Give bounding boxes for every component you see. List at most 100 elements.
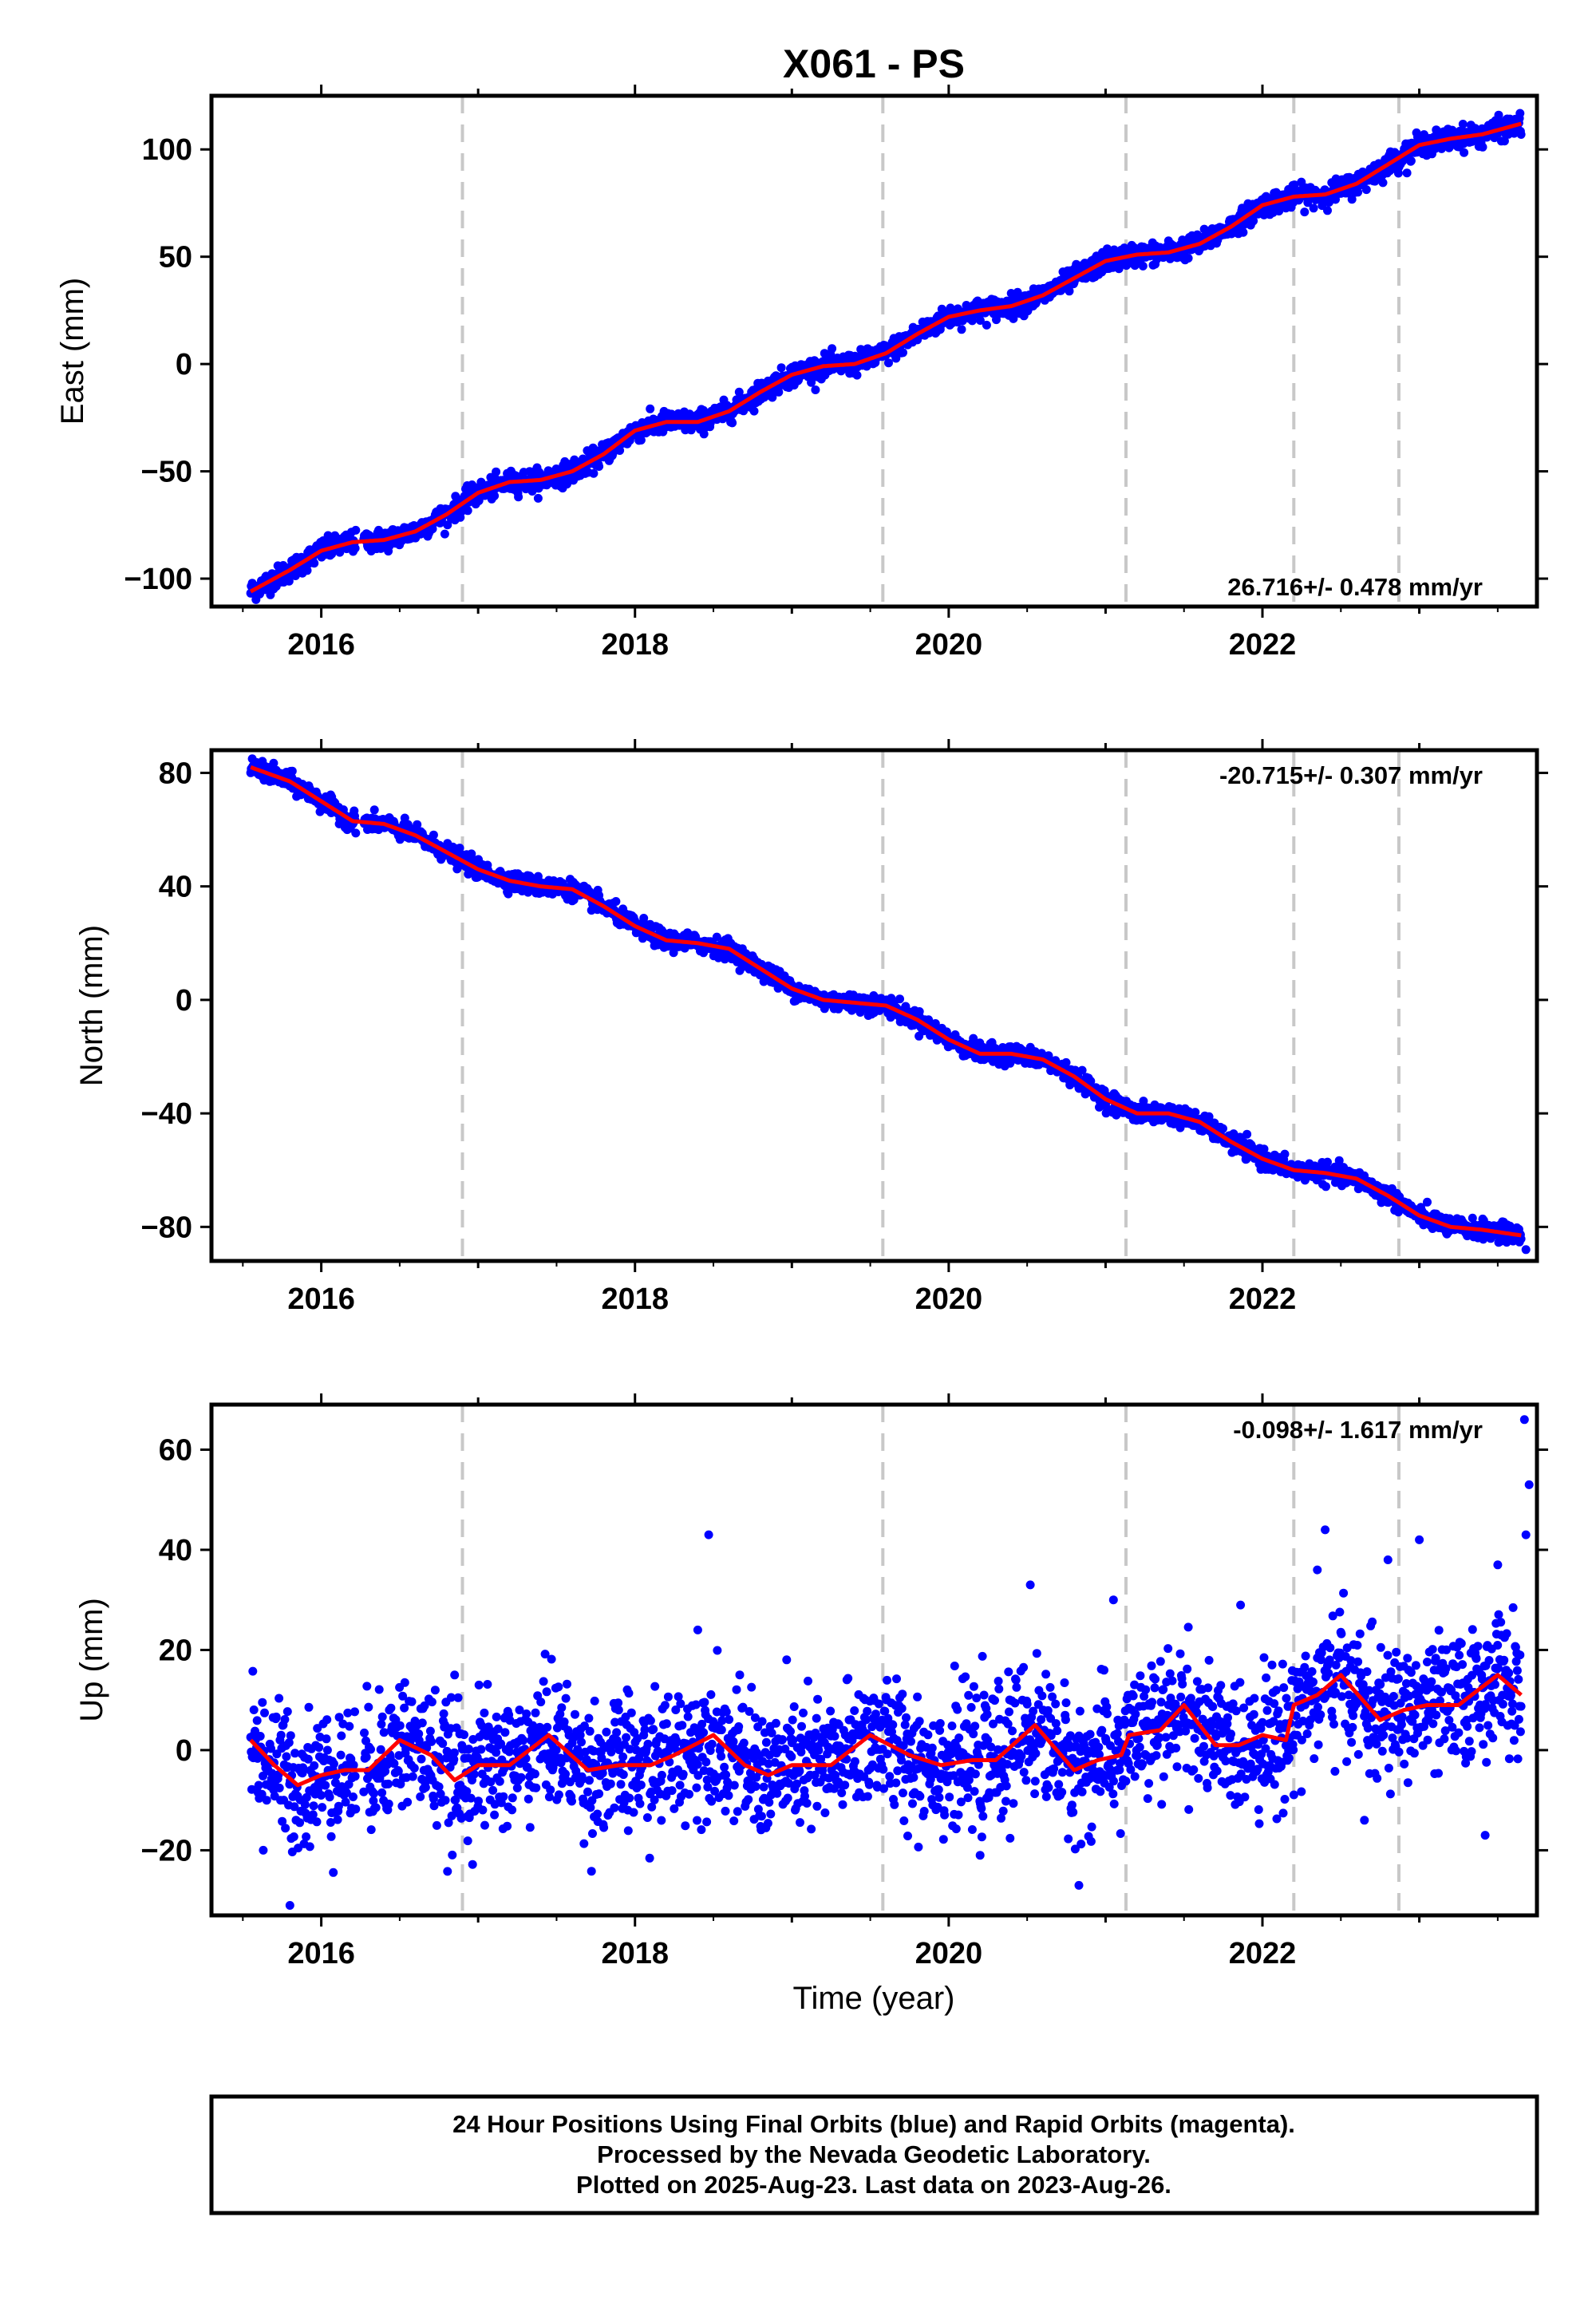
up-data-point	[286, 1731, 295, 1741]
east-data-point	[982, 320, 991, 330]
up-data-point	[254, 1780, 263, 1790]
east-data-point	[1249, 216, 1258, 226]
east-data-point	[975, 316, 985, 325]
east-data-point	[1065, 287, 1074, 296]
east-data-point	[1460, 148, 1469, 157]
north-data-point	[1521, 1245, 1531, 1255]
north-rate-label: -20.715+/- 0.307 mm/yr	[1219, 761, 1483, 789]
north-data-point	[895, 994, 904, 1004]
up-data-point	[258, 1697, 267, 1707]
up-data-point	[249, 1705, 259, 1714]
east-data-point	[774, 387, 784, 397]
north-data-point	[287, 766, 297, 776]
up-data-point	[262, 1796, 271, 1805]
up-data-point	[255, 1732, 265, 1741]
up-data-point	[275, 1694, 284, 1703]
east-data-point	[1353, 188, 1363, 197]
east-y-tick-label: −100	[124, 563, 192, 596]
east-x-tick-label: 2018	[601, 628, 669, 662]
up-data-point	[271, 1712, 281, 1721]
north-y-tick-label: −40	[141, 1097, 192, 1131]
east-data-point	[728, 418, 737, 428]
north-y-tick-label: 80	[159, 757, 192, 790]
north-y-tick-label: −80	[141, 1211, 192, 1244]
north-data-point	[1219, 1124, 1227, 1133]
east-data-point	[686, 425, 696, 435]
up-data-point	[314, 1743, 324, 1753]
east-data-point	[351, 525, 361, 535]
east-data-point	[350, 543, 360, 553]
east-data-point	[1458, 120, 1468, 128]
north-x-tick-label: 2020	[915, 1282, 983, 1316]
east-data-point	[1309, 204, 1318, 213]
north-data-point	[351, 828, 361, 838]
east-y-axis-label: East (mm)	[55, 278, 90, 425]
up-data-point	[281, 1824, 290, 1833]
east-data-point	[533, 493, 543, 503]
up-data-point	[252, 1716, 262, 1725]
east-plot-frame	[209, 93, 1539, 609]
north-data-point	[1423, 1197, 1432, 1207]
up-data-point	[309, 1801, 318, 1811]
east-data-point	[1499, 136, 1509, 146]
east-data-point	[1183, 254, 1193, 263]
east-data-point	[1494, 110, 1503, 120]
up-data-point	[282, 1707, 292, 1717]
north-data-point	[1242, 1129, 1252, 1139]
east-x-axis: 2016 2018 2020 2022	[242, 85, 1499, 662]
up-data-point	[295, 1818, 305, 1828]
east-data-point	[1009, 314, 1018, 323]
up-data-point	[305, 1842, 314, 1852]
east-data-point	[490, 491, 500, 500]
up-data-point	[289, 1832, 298, 1841]
east-data-point	[884, 358, 893, 368]
up-data-point	[302, 1832, 311, 1841]
east-data-point	[1300, 207, 1310, 217]
east-data-point	[957, 325, 966, 334]
east-data-point	[1406, 156, 1416, 166]
east-data-point	[699, 429, 709, 439]
east-data-point	[428, 524, 437, 534]
north-data-point	[429, 830, 438, 840]
north-data-point	[712, 932, 721, 942]
up-data-point	[248, 1666, 258, 1676]
east-data-point	[899, 348, 907, 358]
east-data-point	[852, 370, 862, 380]
east-data-point	[891, 354, 901, 363]
east-data-point	[1378, 178, 1388, 188]
north-y-tick-label: 40	[159, 871, 192, 904]
east-data-point	[463, 506, 472, 516]
up-data-point	[275, 1783, 284, 1792]
east-data-point	[1138, 261, 1148, 271]
east-data-point	[828, 344, 837, 354]
up-data-point	[310, 1761, 319, 1770]
north-data-point	[764, 961, 773, 970]
up-data-point	[260, 1708, 269, 1717]
chart-title: X061 - PS	[783, 41, 965, 86]
east-data-point	[492, 467, 501, 476]
east-y-tick-label: 50	[159, 241, 192, 275]
north-x-tick-label: 2022	[1229, 1282, 1297, 1316]
east-data-point	[646, 404, 655, 413]
north-data-point	[369, 805, 379, 815]
east-y-tick-label: 100	[142, 133, 192, 167]
up-data-point	[303, 1754, 313, 1764]
up-data-point	[316, 1791, 326, 1800]
east-data-point	[1361, 185, 1371, 195]
east-data-point	[1238, 227, 1248, 237]
up-data-point	[312, 1817, 322, 1827]
east-data-point	[1516, 130, 1526, 139]
east-data-point	[310, 559, 319, 568]
east-data-point	[1323, 206, 1332, 215]
east-rate-label: 26.716+/- 0.478 mm/yr	[1227, 573, 1483, 601]
north-y-axis-label: North (mm)	[74, 925, 109, 1086]
north-x-tick-label: 2016	[287, 1282, 355, 1316]
up-data-point	[280, 1715, 290, 1724]
east-data-point	[1347, 195, 1357, 204]
up-data-point	[282, 1752, 291, 1761]
